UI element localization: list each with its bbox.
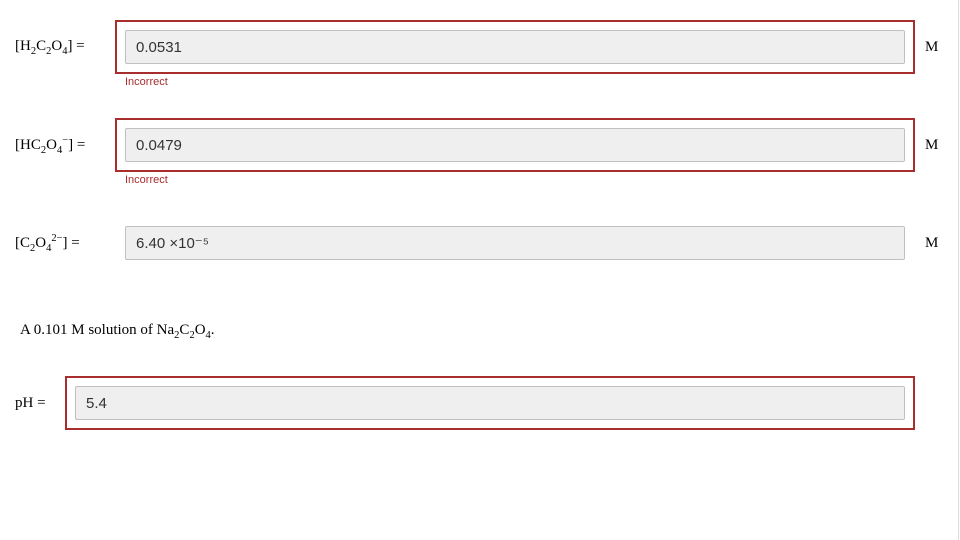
input-wrapper [115,20,915,74]
question-text: A 0.101 M solution of Na2C2O4. [20,322,945,341]
feedback-text: Incorrect [115,76,945,88]
ph-input[interactable] [75,386,905,420]
concentration-field-row-0: [H2C2O4] = M [15,20,945,74]
input-wrapper [65,376,915,430]
field-label: [C2O42−] = [15,233,115,254]
ph-field-row: pH = [15,376,945,430]
field-label: [HC2O4−] = [15,135,115,156]
concentration-field-row-1: [HC2O4−] = M [15,118,945,172]
input-wrapper [115,118,915,172]
feedback-text: Incorrect [115,174,945,186]
unit-label: M [915,235,945,252]
concentration-input-2[interactable] [125,226,905,260]
unit-label: M [915,137,945,154]
concentration-field-row-2: [C2O42−] = M [15,216,945,270]
input-wrapper [115,216,915,270]
field-label: [H2C2O4] = [15,38,115,57]
unit-label: M [915,39,945,56]
field-label: pH = [15,395,65,412]
concentration-input-1[interactable] [125,128,905,162]
concentration-input-0[interactable] [125,30,905,64]
